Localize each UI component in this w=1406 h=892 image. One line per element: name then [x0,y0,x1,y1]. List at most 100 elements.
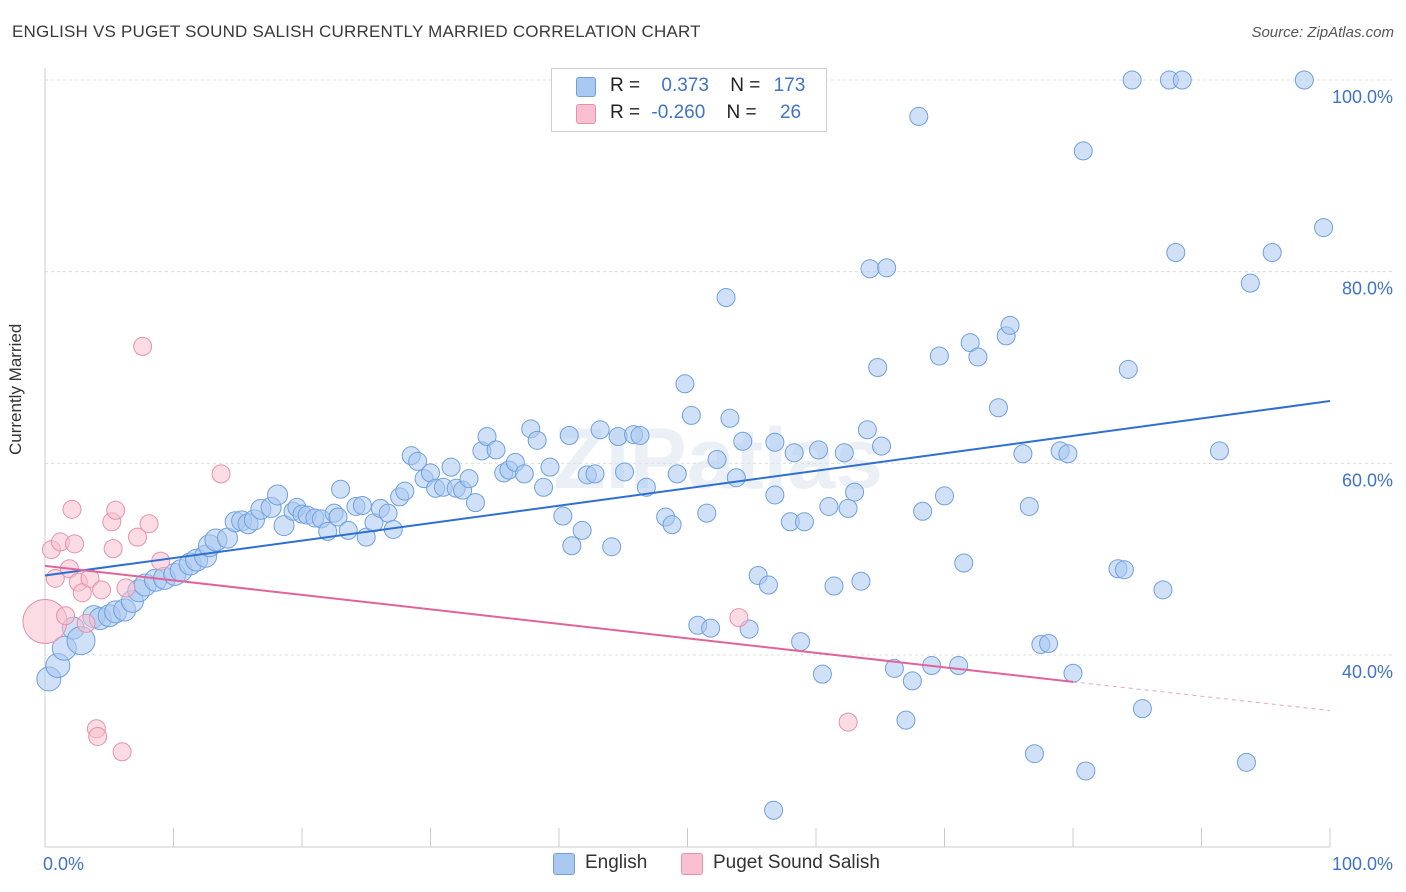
english-point [1166,243,1186,262]
english-point [267,484,289,506]
bottom-legend-swatch-salish [681,853,703,875]
english-point [720,408,740,428]
grid-lines [45,79,1392,656]
english-point [765,432,785,452]
english-point [636,477,656,497]
english-point [697,503,717,523]
salish-point [62,499,82,519]
legend-r-label: R = [610,102,641,123]
x-tick-label: 100.0% [1332,854,1393,874]
english-point [765,485,785,505]
salish-point [112,742,132,762]
english-point [630,426,650,446]
english-point [1039,634,1059,653]
legend-r-value: 0.373 [661,75,709,96]
english-point [707,450,727,469]
english-point [378,503,398,523]
english-point [615,462,635,482]
trend-lines [44,400,1331,712]
english-point [408,451,428,471]
legend: R = 0.373 N = 173 R = -0.260 N = 26 [551,68,827,132]
english-point [1024,744,1044,764]
english-point [331,479,351,499]
english-point [1262,243,1282,262]
english-point [764,800,784,820]
english-trend-line [44,400,1331,577]
english-point [553,506,573,526]
english-point [338,520,358,540]
english-point [590,420,610,440]
salish-trend-line [44,564,1074,683]
english-points [36,70,1334,820]
english-point [1294,70,1314,90]
english-point [791,632,811,652]
english-point [675,374,695,394]
english-point [726,468,746,488]
english-point [328,507,348,527]
english-point [527,430,547,450]
y-tick-label: 100.0% [1332,87,1393,107]
english-point [1073,141,1093,161]
english-point [486,440,506,460]
english-point [1114,560,1134,580]
english-point [1013,444,1033,464]
english-point [935,486,954,506]
english-point [1314,218,1334,238]
english-point [602,537,622,557]
y-tick-label: 80.0% [1342,279,1393,299]
english-point [812,664,832,684]
english-point [1118,359,1138,379]
english-point [559,426,579,446]
english-point [562,536,582,556]
english-point [794,512,814,532]
english-point [459,469,479,489]
salish-point [92,580,112,600]
y-tick-label: 40.0% [1342,662,1393,682]
tick-labels: 40.0% 60.0% 80.0% 100.0% 0.0% 100.0% [43,87,1393,874]
salish-point [88,726,108,746]
salish-trend-extension [1072,681,1331,712]
english-point [534,477,554,497]
x-tick-label: 0.0% [43,854,84,874]
english-point [1153,580,1173,600]
english-point [819,496,839,516]
axes [44,68,1331,848]
english-point [681,405,701,425]
english-point [860,259,880,279]
legend-r-label: R = [610,75,641,96]
english-point [872,436,892,456]
english-point [662,515,682,535]
salish-point [139,514,159,534]
english-point [851,571,871,591]
english-point [514,464,534,484]
english-point [1132,699,1152,719]
english-point [441,457,461,477]
english-point [845,482,865,502]
english-point [667,464,687,484]
english-point [884,658,904,678]
english-point [909,106,929,126]
english-point [809,440,829,460]
english-point [929,346,949,366]
english-point [838,498,858,518]
english-point [1000,315,1020,335]
salish-point [128,527,148,547]
english-point [1240,273,1260,293]
bottom-legend-label: English [585,852,648,873]
english-point [988,398,1008,418]
salish-point [103,539,123,559]
legend-r-value: -0.260 [651,102,706,123]
salish-point [116,578,136,598]
salish-point [106,500,126,520]
english-point [954,553,974,573]
salish-point [729,608,749,628]
salish-point [838,712,858,732]
english-point [395,481,415,501]
english-point [949,656,969,676]
english-point [877,258,897,278]
english-point [1122,70,1142,90]
english-point [1076,761,1096,781]
salish-point [133,336,153,356]
salish-point [56,606,76,626]
